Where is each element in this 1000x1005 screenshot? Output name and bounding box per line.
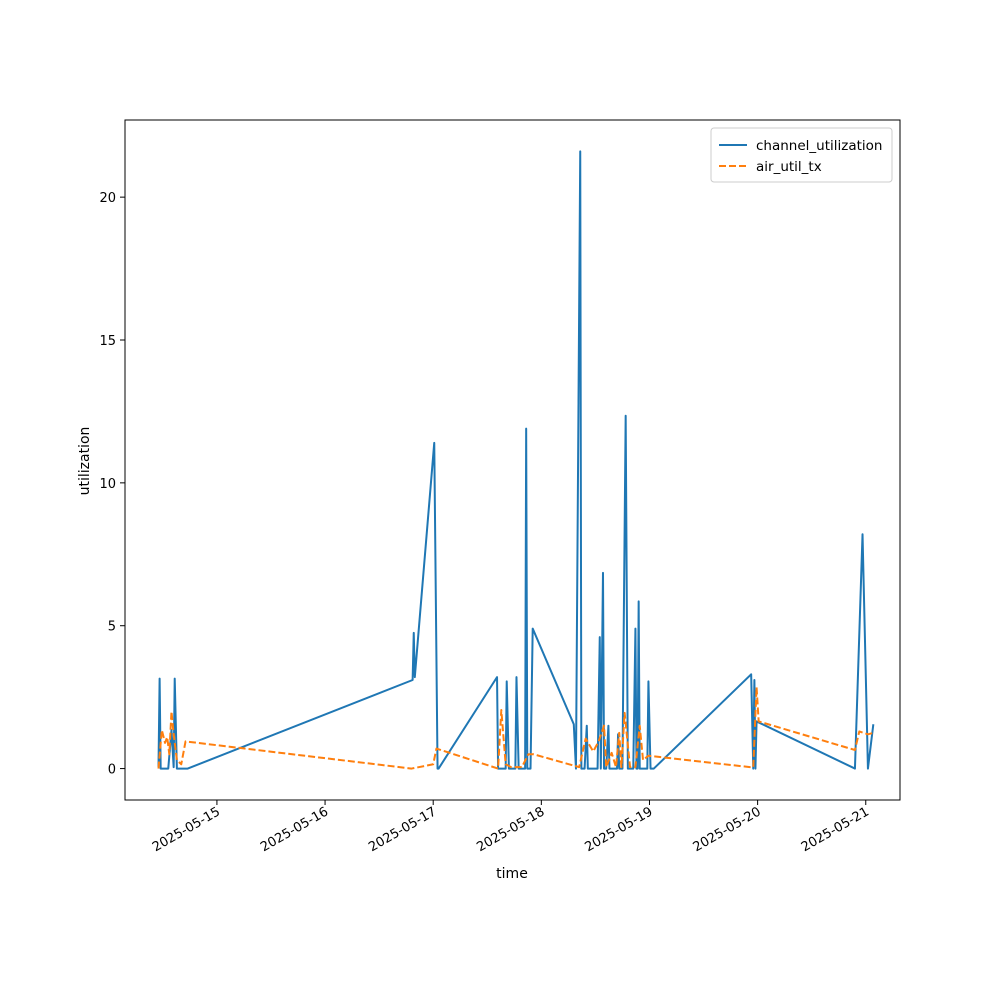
y-axis-label: utilization [77, 427, 93, 496]
legend: channel_utilization air_util_tx [710, 127, 893, 183]
legend-label: air_util_tx [756, 159, 822, 175]
x-tick-label: 2025-05-18 [474, 804, 547, 855]
plot-frame [124, 119, 901, 801]
x-axis-label: time [496, 866, 528, 882]
series-line-channel-utilization [157, 150, 875, 770]
x-tick-label: 2025-05-16 [258, 804, 331, 855]
x-tick-label: 2025-05-19 [583, 804, 656, 855]
y-tick-label: 0 [108, 763, 116, 778]
legend-label: channel_utilization [756, 138, 883, 154]
legend-box [710, 127, 893, 183]
x-tick-label: 2025-05-15 [150, 804, 223, 855]
series-line-air-util-tx [157, 686, 874, 770]
x-tick-label: 2025-05-20 [691, 804, 764, 855]
x-tick-label: 2025-05-17 [366, 804, 439, 855]
y-tick-label: 5 [108, 620, 116, 635]
y-tick-label: 10 [99, 477, 116, 492]
y-tick-label: 15 [99, 334, 116, 349]
y-tick-label: 20 [99, 191, 116, 206]
x-tick-label: 2025-05-21 [799, 804, 872, 855]
